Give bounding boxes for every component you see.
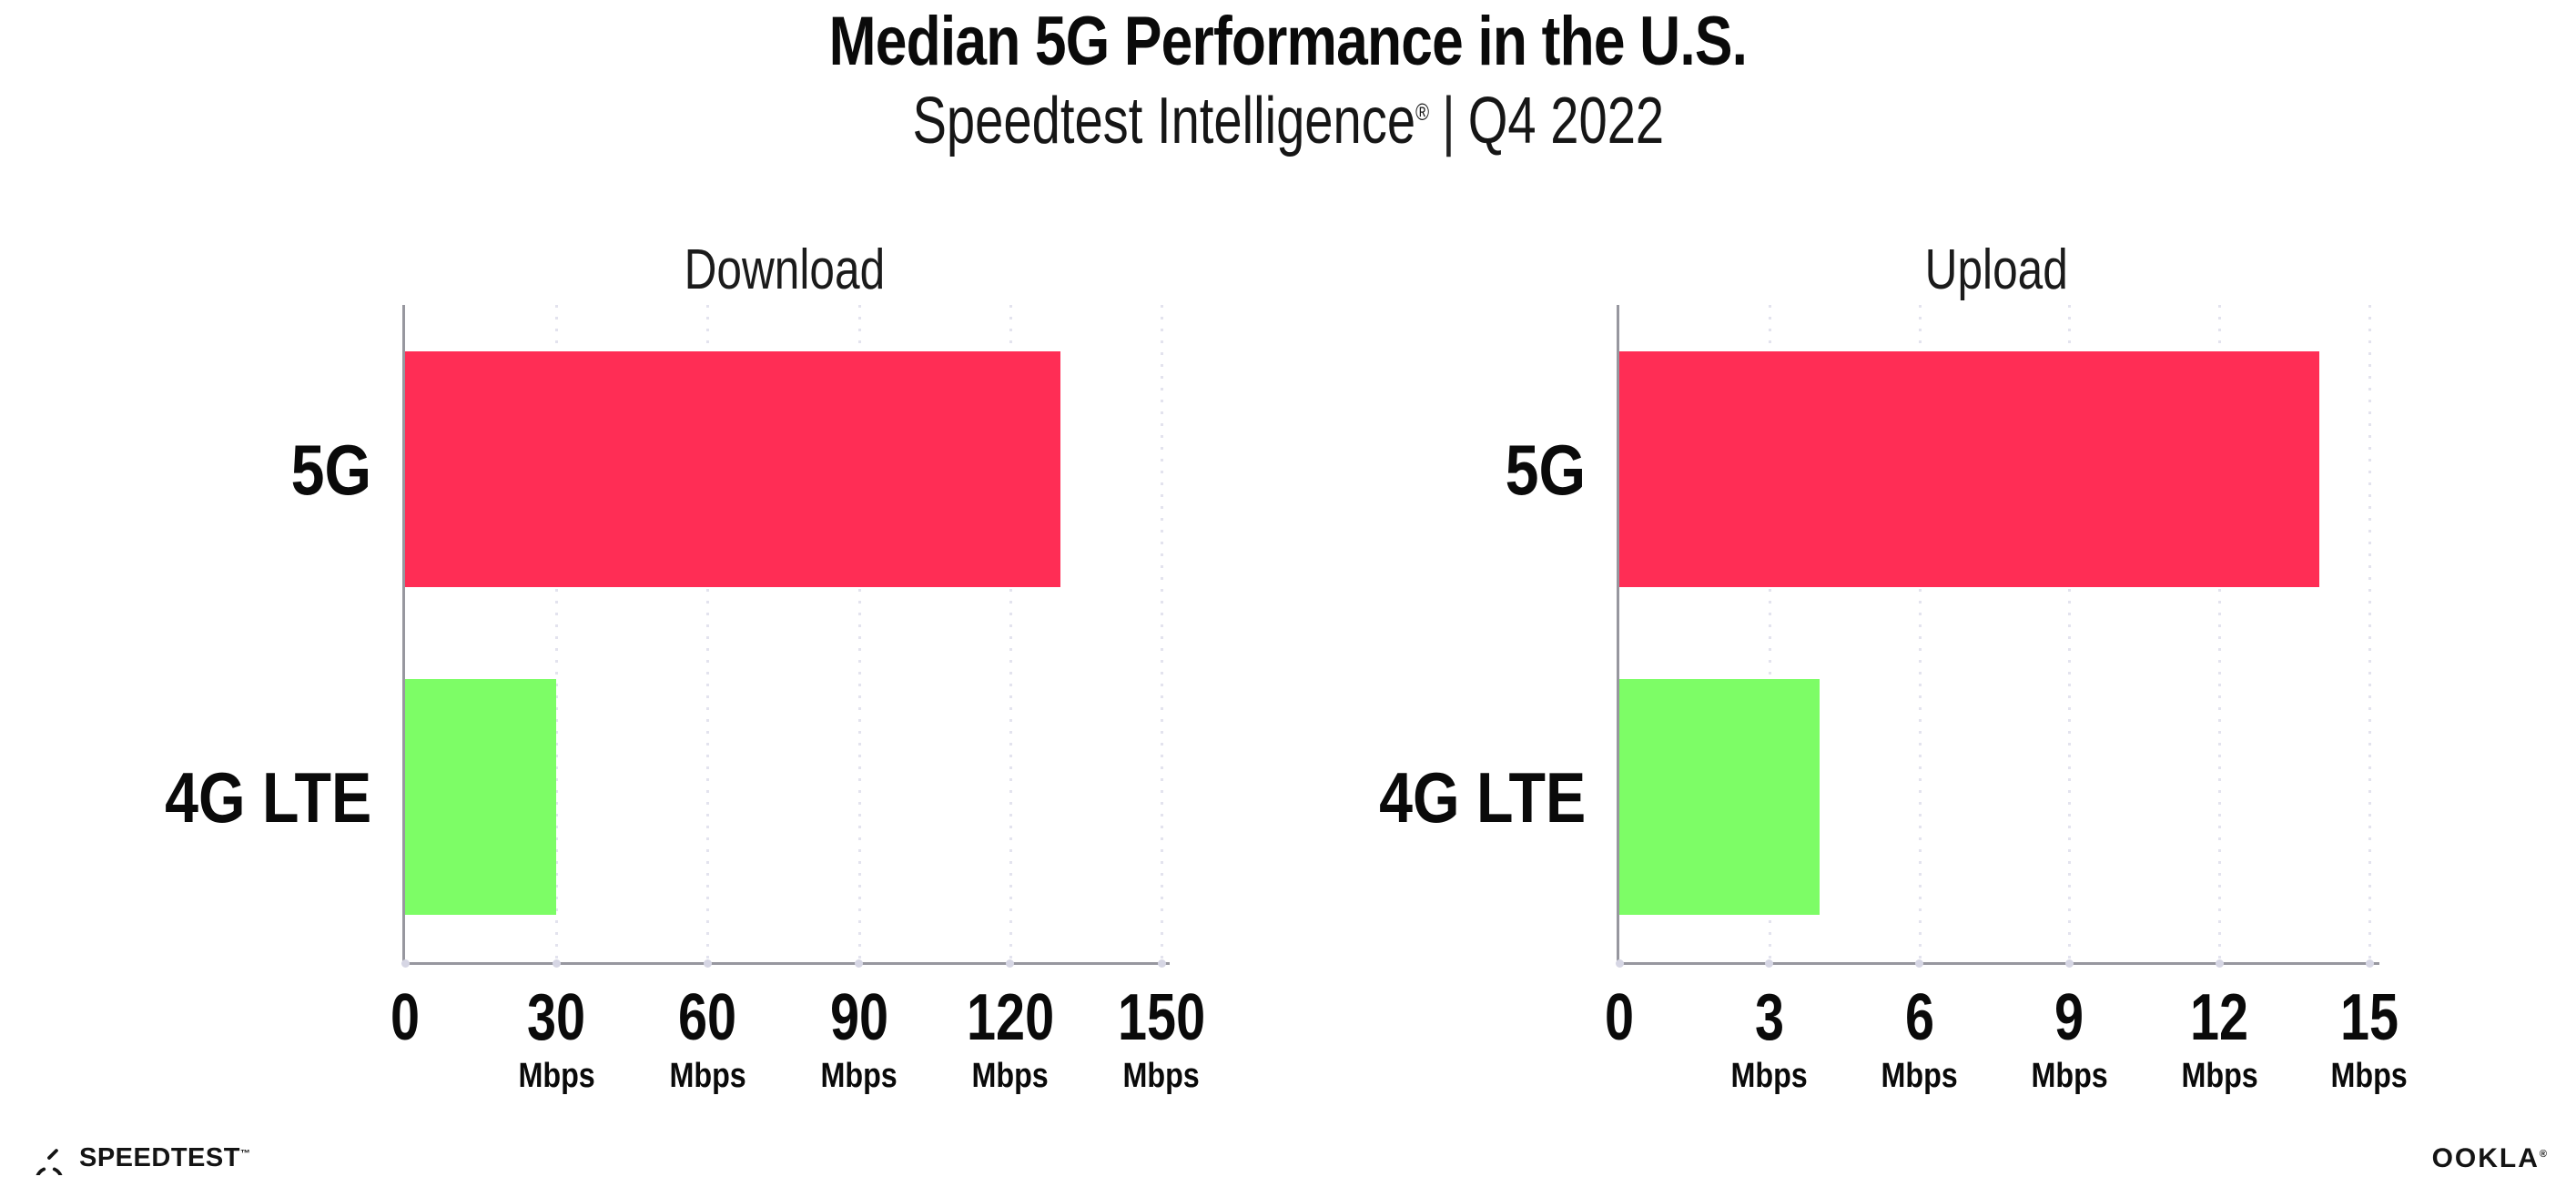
upload-tick-label-0: 0 <box>1519 985 1719 1050</box>
download-tick-label-120: 120 Mbps <box>910 985 1111 1093</box>
upload-tick-value-9: 9 <box>2054 981 2084 1054</box>
subtitle-separator: | <box>1441 85 1455 157</box>
upload-chart-title-text: Upload <box>1924 238 2069 301</box>
page-title: Median 5G Performance in the U.S. <box>0 5 2576 78</box>
download-tick-value-30: 30 <box>527 981 586 1054</box>
upload-gridline-15 <box>2368 305 2371 965</box>
upload-tick-value-12: 12 <box>2190 981 2249 1054</box>
speedtest-trademark: ™ <box>239 1147 251 1159</box>
upload-tick-label-12: 12 Mbps <box>2119 985 2319 1093</box>
subtitle-period: Q4 2022 <box>1467 85 1664 157</box>
download-bar-4g-lte <box>405 679 557 915</box>
page-title-text: Median 5G Performance in the U.S. <box>828 3 1748 80</box>
upload-gridline-6 <box>1918 305 1922 965</box>
upload-chart-title: Upload <box>1617 242 2377 299</box>
upload-tick-value-6: 6 <box>1904 981 1934 1054</box>
download-tick-label-150: 150 Mbps <box>1061 985 1262 1093</box>
download-axis-tick-dot-0 <box>401 959 410 968</box>
upload-plot-area: 5G 4G LTE 0 3 Mbps 6 Mbps 9 Mbps 12 Mbps 15 Mbps <box>1379 305 2408 1093</box>
speedtest-wordmark: SPEEDTEST™ <box>79 1143 250 1173</box>
upload-axis-tick-dot-0 <box>1615 959 1624 968</box>
download-chart-title-text: Download <box>684 238 886 301</box>
download-tick-unit-150: Mbps <box>1122 1057 1201 1095</box>
download-tick-value-150: 150 <box>1117 981 1206 1054</box>
download-tick-unit-120: Mbps <box>971 1057 1049 1095</box>
upload-gridline-12 <box>2218 305 2222 965</box>
speedtest-wordmark-text: SPEEDTEST <box>79 1142 240 1172</box>
upload-category-label-5g: 5G <box>1505 429 1586 510</box>
download-category-label-5g: 5G <box>290 429 371 510</box>
upload-tick-value-0: 0 <box>1604 981 1635 1054</box>
registered-mark: ® <box>1415 98 1429 126</box>
upload-tick-label-3: 3 Mbps <box>1669 985 1870 1093</box>
download-tick-unit-90: Mbps <box>820 1057 898 1095</box>
speedtest-logo: SPEEDTEST™ <box>32 1140 250 1195</box>
download-gridline-30 <box>555 305 559 965</box>
download-axis-tick-dot-60 <box>703 959 712 968</box>
upload-gridline-3 <box>1768 305 1771 965</box>
upload-category-label-4g-lte: 4G LTE <box>1378 756 1586 837</box>
download-tick-label-30: 30 Mbps <box>456 985 656 1093</box>
download-tick-label-0: 0 <box>305 985 505 1050</box>
upload-axis-tick-dot-15 <box>2365 959 2374 968</box>
upload-chart: Upload 5G 4G LTE 0 3 Mbps 6 Mbps 9 Mbps 12 Mbps 15 M… <box>1379 0 2408 1197</box>
download-gridline-60 <box>706 305 710 965</box>
download-axis-tick-dot-120 <box>1006 959 1015 968</box>
upload-gridline-9 <box>2068 305 2072 965</box>
download-axis-tick-dot-30 <box>552 959 561 968</box>
download-tick-unit-30: Mbps <box>518 1057 595 1095</box>
ookla-wordmark-text: OOKLA <box>2431 1143 2540 1173</box>
upload-tick-value-15: 15 <box>2339 981 2399 1054</box>
upload-tick-label-9: 9 Mbps <box>1969 985 2169 1093</box>
upload-axis-tick-dot-12 <box>2215 959 2224 968</box>
upload-tick-unit-15: Mbps <box>2330 1057 2409 1095</box>
upload-axis-tick-dot-6 <box>1915 959 1924 968</box>
download-plot-area: 5G 4G LTE 0 30 Mbps 60 Mbps 90 Mbps 120 Mbps 150 Mbp… <box>165 305 1205 1093</box>
download-axis-tick-dot-150 <box>1157 959 1166 968</box>
download-gridline-90 <box>857 305 861 965</box>
upload-tick-unit-12: Mbps <box>2181 1057 2258 1095</box>
download-tick-value-60: 60 <box>678 981 737 1054</box>
upload-tick-unit-3: Mbps <box>1730 1057 1808 1095</box>
download-gridline-120 <box>1009 305 1012 965</box>
download-tick-unit-60: Mbps <box>669 1057 746 1095</box>
page-subtitle: Speedtest Intelligence® | Q4 2022 <box>0 85 2576 157</box>
download-tick-value-90: 90 <box>829 981 888 1054</box>
upload-tick-unit-6: Mbps <box>1881 1057 1958 1095</box>
download-tick-value-0: 0 <box>390 981 421 1054</box>
download-axis-tick-dot-90 <box>855 959 864 968</box>
download-chart: Download 5G 4G LTE 0 30 Mbps 60 Mbps 90 Mbps 120 M… <box>165 0 1205 1197</box>
upload-tick-unit-9: Mbps <box>2031 1057 2108 1095</box>
download-tick-label-60: 60 Mbps <box>607 985 807 1093</box>
upload-bar-4g-lte <box>1619 679 1820 915</box>
subtitle-brand: Speedtest Intelligence <box>912 85 1415 157</box>
upload-tick-label-15: 15 Mbps <box>2269 985 2470 1093</box>
ookla-logo: OOKLA® <box>2432 1143 2549 1174</box>
download-tick-value-120: 120 <box>966 981 1054 1054</box>
upload-axis-tick-dot-3 <box>1765 959 1774 968</box>
upload-axis-tick-dot-9 <box>2064 959 2074 968</box>
ookla-registered: ® <box>2539 1149 2549 1160</box>
download-tick-label-90: 90 Mbps <box>759 985 959 1093</box>
download-category-label-4g-lte: 4G LTE <box>164 756 371 837</box>
upload-bar-5g <box>1619 351 2320 587</box>
upload-tick-value-3: 3 <box>1754 981 1784 1054</box>
download-bar-5g <box>405 351 1061 587</box>
download-chart-title: Download <box>402 242 1167 299</box>
download-gridline-150 <box>1161 305 1163 965</box>
upload-tick-label-6: 6 Mbps <box>1820 985 2020 1093</box>
speedtest-gauge-icon <box>32 1141 66 1195</box>
